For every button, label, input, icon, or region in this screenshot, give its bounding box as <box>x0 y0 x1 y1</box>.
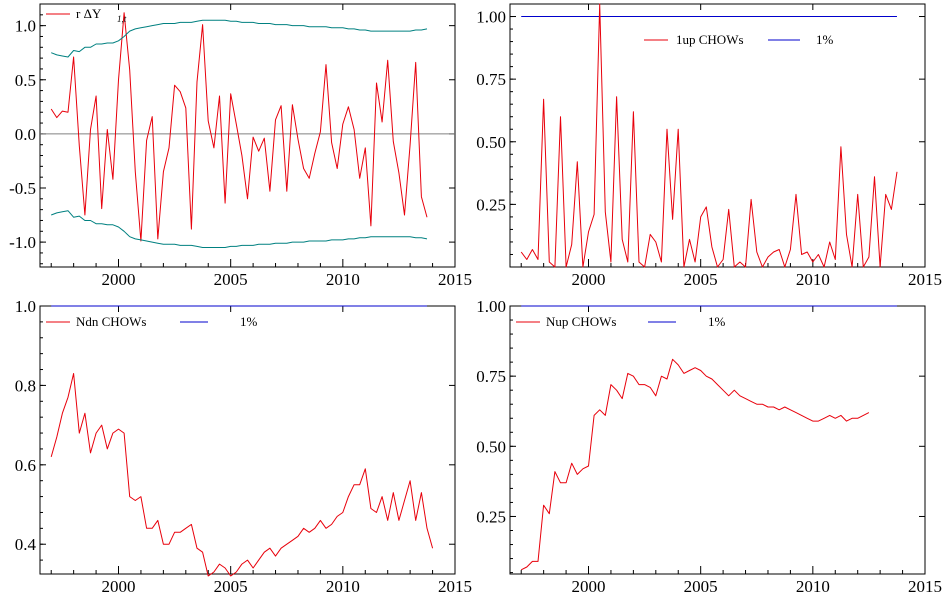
legend-label-subscript: 1,t <box>117 14 127 24</box>
plot-frame <box>509 305 926 575</box>
y-tick-label: 1.00 <box>476 297 506 316</box>
legend: Nup CHOWs 1% <box>516 314 726 329</box>
x-tick-label: 2005 <box>684 270 718 289</box>
panel-top-right: 1.00 0.75 0.50 0.25 2000 2005 2010 2015 1up CHO… <box>476 3 942 289</box>
y-tick-label: 1.00 <box>476 8 506 27</box>
plot-frame <box>39 3 456 268</box>
x-tick-label: 2015 <box>438 270 472 289</box>
panel-bottom-right: 1.00 0.75 0.50 0.25 2000 2005 2010 2015 Nup CHO… <box>476 297 942 596</box>
y-tick-label: 0.25 <box>476 195 506 214</box>
y-tick-label: 0.25 <box>476 507 506 526</box>
legend-label-series: Ndn CHOWs <box>76 314 146 329</box>
legend-label-critical: 1% <box>240 314 258 329</box>
panel-top-left: 1.0 0.5 0.0 -0.5 -1.0 2000 2005 2010 2015 r ΔY 1… <box>9 3 472 289</box>
legend-label-series: Nup CHOWs <box>546 314 616 329</box>
legend-label-critical: 1% <box>816 32 834 47</box>
x-tick-label: 2005 <box>684 577 718 596</box>
y-tick-label: 1.0 <box>15 297 36 316</box>
legend: r ΔY 1,t <box>46 6 127 24</box>
series-line <box>520 358 870 571</box>
legend: Ndn CHOWs 1% <box>46 314 258 329</box>
y-tick-label: -1.0 <box>9 233 36 252</box>
x-tick-label: 2000 <box>102 577 136 596</box>
series-line <box>50 12 428 242</box>
x-tick-label: 2015 <box>908 270 942 289</box>
x-tick-label: 2010 <box>326 270 360 289</box>
y-tick-label: 0.75 <box>476 70 506 89</box>
y-tick-label: 0.50 <box>476 133 506 152</box>
x-tick-label: 2010 <box>326 577 360 596</box>
legend-label-series: 1up CHOWs <box>676 32 744 47</box>
y-tick-label: 0.8 <box>15 376 36 395</box>
legend-label-critical: 1% <box>708 314 726 329</box>
upper-band-line <box>51 19 428 58</box>
x-tick-label: 2010 <box>796 270 830 289</box>
x-tick-label: 2000 <box>102 270 136 289</box>
x-tick-label: 2005 <box>214 577 248 596</box>
legend: 1up CHOWs 1% <box>644 32 834 47</box>
panel-bottom-left: 1.0 0.8 0.6 0.4 2000 2005 2010 2015 Ndn CHOWs 1… <box>15 297 472 596</box>
y-tick-label: 0.5 <box>15 71 36 90</box>
x-tick-label: 2000 <box>572 270 606 289</box>
y-tick-label: 0.75 <box>476 367 506 386</box>
series-line <box>520 3 898 268</box>
y-tick-label: -0.5 <box>9 179 36 198</box>
x-tick-label: 2015 <box>908 577 942 596</box>
y-tick-label: 1.0 <box>15 17 36 36</box>
y-tick-label: 0.0 <box>15 125 36 144</box>
y-tick-label: 0.4 <box>15 535 37 554</box>
x-tick-label: 2015 <box>438 577 472 596</box>
x-tick-label: 2005 <box>214 270 248 289</box>
plot-frame <box>39 305 456 575</box>
x-tick-label: 2000 <box>572 577 606 596</box>
series-line <box>50 373 434 577</box>
y-tick-label: 0.50 <box>476 437 506 456</box>
y-tick-label: 0.6 <box>15 456 36 475</box>
legend-label: r ΔY <box>76 6 102 21</box>
lower-band-line <box>51 210 428 248</box>
x-tick-label: 2010 <box>796 577 830 596</box>
